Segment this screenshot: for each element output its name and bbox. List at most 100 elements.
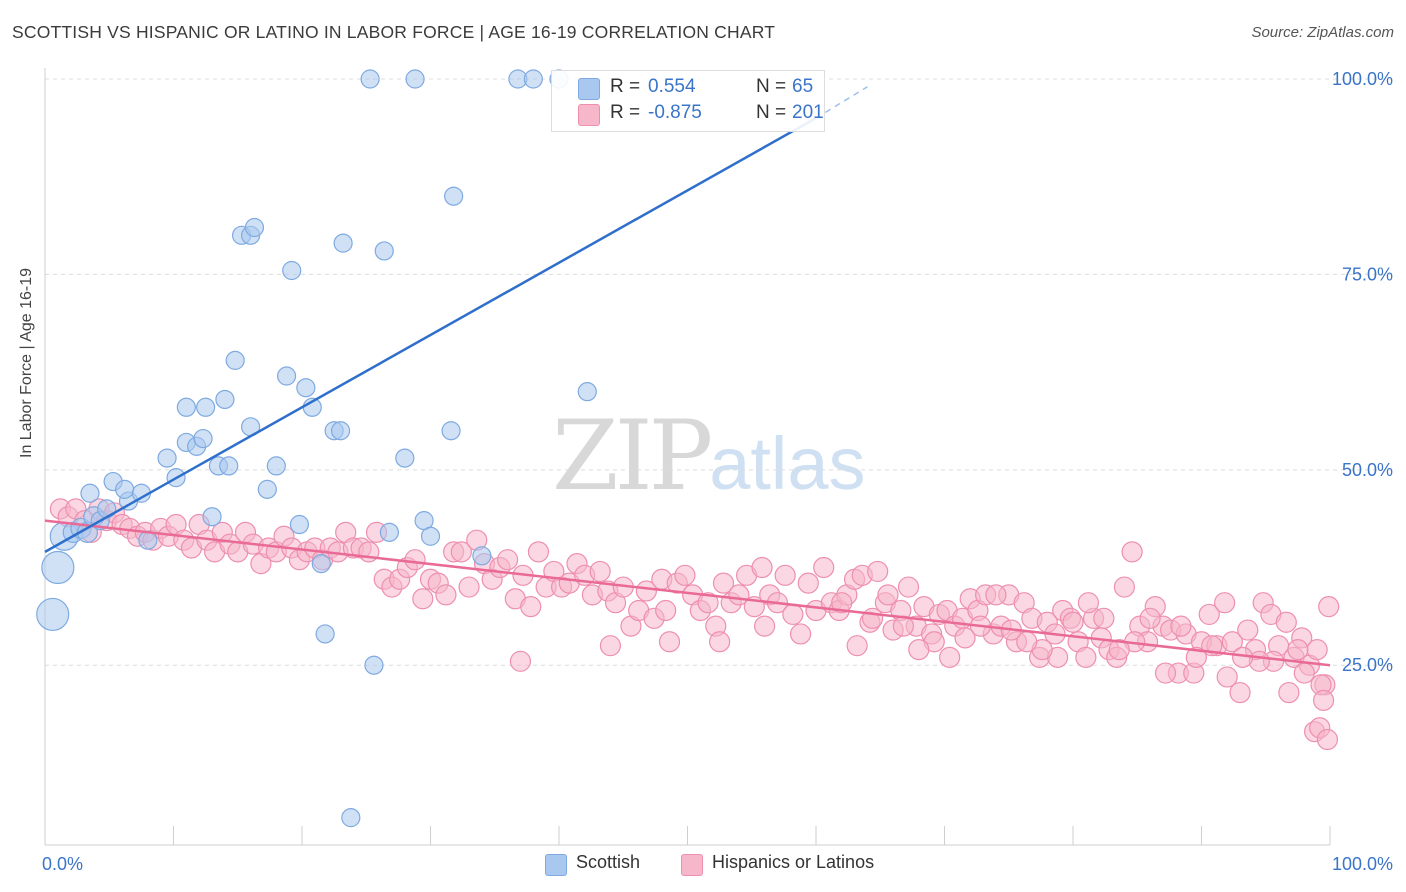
scottish-point [341,808,361,828]
hispanic-point [1139,607,1161,629]
hispanic-point [1312,689,1335,711]
hispanic-point [412,588,434,610]
hispanic-point [789,623,812,645]
stats-legend: R = 0.554 N = 65 R = -0.875 N = 201 [551,70,825,132]
scottish-point [244,217,265,238]
scottish-point [289,514,310,535]
hispanic-point [1278,681,1300,704]
scottish-point [311,554,331,574]
scottish-point [176,397,196,417]
legend-swatch-hispanic [578,104,600,126]
hispanic-point [753,615,776,637]
hispanic-point [589,560,611,583]
scottish-point [330,421,351,441]
hispanic-point [1093,607,1115,629]
hispanic-point [520,596,542,618]
bottom-legend-label-scottish: Scottish [576,852,641,872]
scottish-point [420,526,441,546]
y-tick-label: 25.0% [1342,655,1393,675]
scottish-point [523,69,543,89]
hispanic-point [1306,638,1328,661]
hispanic-point [497,549,519,571]
scottish-point [360,69,380,89]
hispanic-point [712,572,735,594]
hispanic-point [846,635,868,657]
hispanic-point [782,603,804,626]
legend-r-value: 0.554 [648,76,696,97]
scottish-point [276,366,297,386]
hispanic-point [985,584,1007,606]
hispanic-point [1216,666,1238,688]
scottish-point [395,448,415,468]
hispanic-point [939,646,961,669]
legend-r-value: -0.875 [648,102,702,123]
scottish-point [577,382,597,402]
hispanic-point [404,549,426,571]
hispanic-point [1214,592,1236,614]
hispanic-point [1154,662,1177,684]
scottish-point [379,522,399,542]
hispanic-point [450,541,472,563]
hispanic-point [908,638,930,661]
x-tick-label: 0.0% [42,854,83,874]
hispanic-point [1108,638,1130,661]
hispanic-point [954,627,976,649]
scottish-point [266,456,286,476]
bottom-legend-label-hispanic: Hispanics or Latinos [712,852,875,872]
hispanic-point [458,576,480,598]
scottish-point [315,624,335,644]
scottish-point [257,479,277,499]
legend-n-value: 65 [792,76,814,97]
hispanic-point [674,564,696,586]
legend-swatch-scottish [578,78,600,100]
legend-n-label: N = [756,76,787,97]
hispanic-point [751,556,773,579]
scottish-point [202,507,222,527]
hispanic-point [877,584,899,606]
scottish-point [296,378,316,398]
hispanic-trend-line [44,519,1331,667]
watermark: ZIPatlas [552,400,866,512]
hispanic-point [1316,728,1339,751]
scottish-point [472,546,492,566]
scottish-point [97,499,117,519]
scottish-trend-line [44,116,817,553]
hispanic-point [509,650,532,672]
bottom-legend-swatch-hispanic [681,854,703,876]
hispanic-point [709,631,731,653]
hispanic-point [1198,603,1220,626]
y-axis-title: In Labor Force | Age 16-19 [18,267,35,458]
source-label: Source: ZipAtlas.com [1251,24,1394,41]
y-tick-label: 75.0% [1342,264,1393,284]
watermark-atlas: atlas [709,422,866,505]
y-tick-label: 50.0% [1342,460,1393,480]
hispanic-point [831,592,853,614]
scottish-point [441,421,461,441]
scottish-point [80,483,100,503]
scottish-point [115,479,135,499]
hispanic-point [813,556,835,579]
scottish-point [405,69,425,89]
legend-n-value: 201 [792,102,824,123]
scottish-point [444,186,464,206]
scottish-point [219,456,239,476]
hispanic-point [1185,646,1207,669]
hispanic-point [635,580,657,602]
y-tick-label: 100.0% [1332,69,1393,89]
hispanic-point [435,584,457,606]
hispanic-point [1287,638,1309,661]
hispanic-point [774,564,796,586]
legend-n-label: N = [756,102,787,123]
hispanic-point [1113,576,1136,598]
chart-title: SCOTTISH VS HISPANIC OR LATINO IN LABOR … [12,22,776,42]
scottish-point [193,428,213,449]
hispanic-point [1170,615,1192,637]
hispanic-point [655,599,677,622]
hispanic-point [658,631,681,653]
hispanic-point [1237,619,1259,641]
watermark-zip: ZIP [552,400,713,512]
scottish-point [282,260,302,281]
hispanic-point [1293,662,1315,684]
hispanic-point [867,560,889,583]
hispanic-point [1275,611,1297,633]
